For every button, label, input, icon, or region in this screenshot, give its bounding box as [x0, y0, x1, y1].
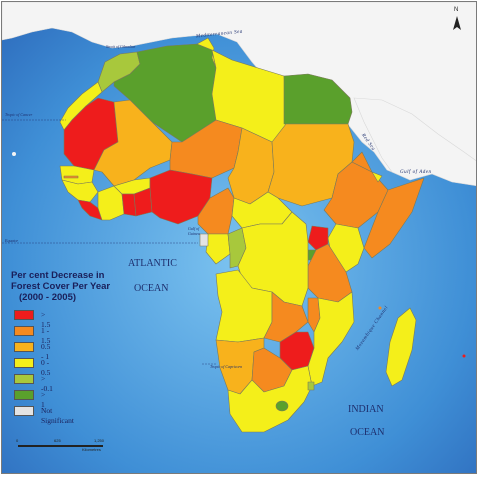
label-gulf-of-guinea-2: Guinea: [188, 231, 200, 236]
label-gulf-of-aden: Gulf of Aden: [400, 170, 432, 175]
country-mozambique: [307, 291, 355, 387]
legend-swatch: [14, 326, 34, 336]
countries: [59, 37, 425, 433]
arabian-peninsula: [353, 97, 476, 186]
legend-swatch: [14, 390, 34, 400]
country-lesotho: [275, 400, 289, 412]
country-eq-guinea: [199, 233, 209, 247]
country-somalia: [363, 177, 425, 259]
legend-label: > -0.1: [41, 374, 53, 393]
legend-title-line1: Per cent Decrease in: [11, 270, 105, 281]
label-atlantic-ocean: OCEAN: [134, 283, 169, 294]
legend-swatch: [14, 342, 34, 352]
legend-swatch: [14, 374, 34, 384]
country-south-africa: [227, 365, 313, 433]
legend-label: > 1.5: [41, 310, 51, 329]
label-tropic-capricorn: Tropic of Capricorn: [210, 364, 243, 369]
scale-unit: Kilometres: [82, 447, 101, 452]
label-atlantic: ATLANTIC: [128, 258, 177, 269]
country-madagascar: [385, 307, 417, 387]
country-gambia: [63, 175, 79, 179]
legend-title-line2: Forest Cover Per Year: [11, 281, 111, 292]
label-gulf-of-guinea-1: Gulf of: [188, 226, 200, 231]
label-indian-ocean: OCEAN: [350, 427, 385, 438]
label-strait-gibraltar: Strait of Gibraltar: [106, 44, 136, 49]
legend-swatch: [14, 406, 34, 416]
island-mauritius: [462, 354, 466, 358]
legend-title-line3: (2000 - 2005): [19, 292, 77, 303]
scale-label-1250: 1,250: [94, 438, 105, 443]
legend-label: 0 - 0.5: [41, 358, 51, 377]
scale-label-625: 625: [54, 438, 61, 443]
legend: Per cent Decrease in Forest Cover Per Ye…: [11, 270, 126, 425]
legend-title: Per cent Decrease in Forest Cover Per Ye…: [11, 270, 126, 303]
label-indian: INDIAN: [348, 404, 384, 415]
label-equator: Equator: [5, 238, 19, 243]
legend-label: > 1: [41, 390, 46, 409]
country-guinea: [61, 179, 99, 203]
country-ghana: [121, 193, 137, 217]
north-label: N: [454, 7, 459, 13]
africa-map: [2, 2, 476, 473]
legend-label: 1 - 1.5: [41, 326, 51, 345]
country-swaziland: [307, 381, 315, 391]
country-djibouti: [371, 171, 383, 183]
legend-label: Not Significant: [41, 406, 74, 425]
scale-bar: 0 625 1,250 Kilometres: [16, 438, 106, 452]
island-cape-verde: [12, 152, 16, 156]
country-eritrea: [351, 151, 373, 173]
north-arrow-icon: N: [451, 7, 463, 32]
scale-label-0: 0: [16, 438, 19, 443]
legend-label: 0.5 - 1: [41, 342, 51, 361]
country-gabon: [205, 233, 231, 265]
legend-swatch: [14, 310, 34, 320]
island-comoros: [378, 306, 382, 310]
legend-swatch: [14, 358, 34, 368]
label-tropic-cancer: Tropic of Cancer: [5, 112, 33, 117]
